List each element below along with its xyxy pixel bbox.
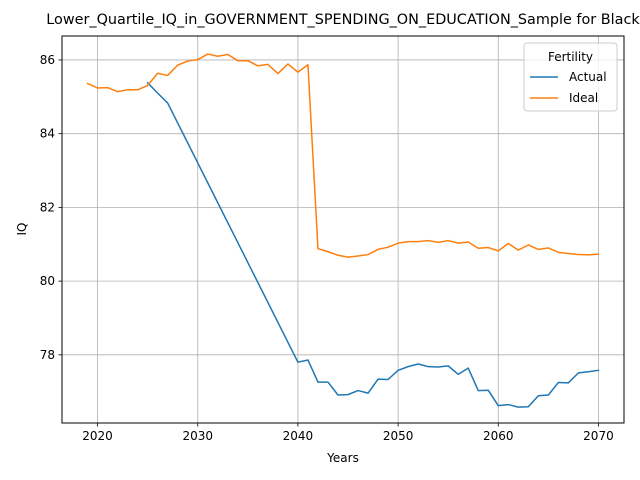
x-tick-label: 2070: [583, 429, 614, 443]
legend-title: Fertility: [548, 50, 593, 64]
plot-frame: [61, 35, 625, 424]
legend-label-actual: Actual: [569, 70, 607, 84]
y-tick-label: 78: [40, 348, 55, 362]
y-tick-label: 84: [40, 127, 55, 141]
axis-ticks: 2020 2030 2040 2050 2060 2070 78 80 82 84 86: [40, 53, 614, 443]
x-tick-label: 2060: [483, 429, 514, 443]
chart-title: Lower_Quartile_IQ_in_GOVERNMENT_SPENDING…: [46, 12, 640, 28]
legend-label-ideal: Ideal: [569, 91, 598, 105]
y-tick-label: 82: [40, 200, 55, 214]
series-layer: [86, 53, 600, 408]
x-tick-label: 2030: [182, 429, 213, 443]
x-tick-label: 2020: [82, 429, 113, 443]
y-tick-label: 80: [40, 274, 55, 288]
series-line-ideal: [86, 53, 600, 258]
x-tick-label: 2050: [383, 429, 414, 443]
x-tick-label: 2040: [283, 429, 314, 443]
y-axis-label: IQ: [15, 223, 29, 236]
legend: Fertility Actual Ideal: [523, 42, 618, 112]
y-tick-label: 86: [40, 53, 55, 67]
legend-box: [523, 42, 618, 112]
x-axis-label: Years: [326, 451, 359, 465]
series-line-actual: [146, 81, 600, 408]
